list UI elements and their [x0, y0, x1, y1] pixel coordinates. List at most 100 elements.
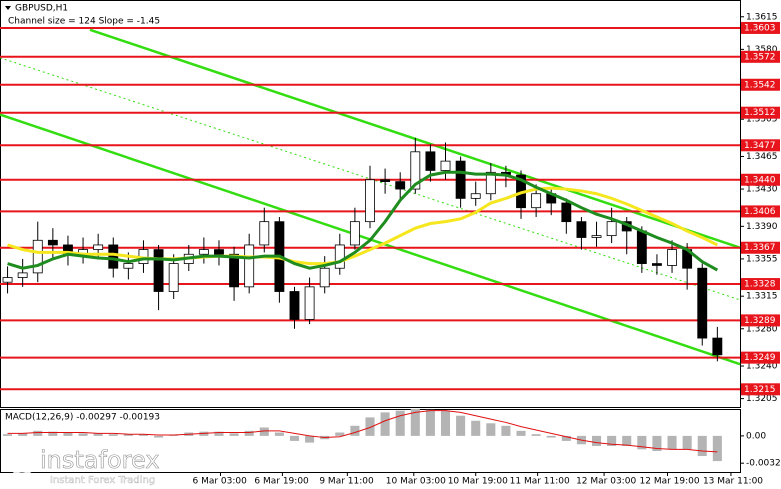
candle-body [395, 181, 406, 190]
candle-body [17, 272, 28, 278]
macd-bar [395, 410, 405, 436]
candle-body [365, 179, 375, 223]
y-tick-label: 1.3355 [746, 254, 778, 264]
y-tick-label: 1.3390 [746, 222, 778, 232]
macd-bar [622, 435, 632, 446]
y-tick-label: 1.3280 [746, 324, 778, 334]
y-tick-label: 0.00 [746, 431, 766, 441]
macd-bar [3, 434, 13, 436]
candle-body [259, 221, 270, 246]
level-label-box [741, 50, 780, 63]
candle-body [123, 263, 134, 269]
macd-bar [712, 435, 722, 462]
candle-body [108, 244, 119, 269]
macd-bar [274, 432, 284, 436]
moving-average [7, 170, 719, 272]
level-label-box [741, 173, 780, 186]
candle-body [198, 249, 209, 255]
candle-body [93, 244, 104, 251]
candle-body [2, 277, 13, 283]
macd-bar [456, 415, 466, 436]
x-tick-label: 11 Mar 11:00 [510, 477, 570, 487]
macd-bar [214, 431, 224, 436]
macd-bar [93, 433, 103, 436]
macd-bar [48, 431, 58, 436]
watermark-tagline: Instant Forex Trading [50, 475, 155, 486]
macd-bar [607, 435, 617, 446]
y-tick-label: 1.3205 [746, 394, 778, 404]
candle-body [440, 160, 451, 171]
level-label: 1.3477 [744, 141, 776, 151]
x-tick-label: 12 Mar 03:00 [576, 477, 636, 487]
level-label-box [741, 78, 780, 91]
candle-body [334, 244, 345, 269]
level-label: 1.3572 [744, 52, 776, 62]
level-label: 1.3328 [744, 280, 776, 290]
candle-body [697, 267, 708, 339]
candle-body [229, 253, 240, 288]
candle-body [32, 239, 43, 274]
candle-body [531, 193, 542, 209]
candle-body [712, 337, 723, 356]
candle-body [636, 230, 647, 264]
candle-body [591, 235, 602, 238]
candle-body [606, 221, 617, 237]
candle-body [455, 160, 466, 199]
candle-body [304, 286, 315, 320]
macd-bar [561, 435, 571, 441]
x-tick-label: 6 Mar 03:00 [192, 477, 247, 487]
watermark-logo [7, 446, 37, 476]
macd-bar [486, 423, 496, 436]
candle-body [168, 263, 179, 292]
level-label-box [741, 106, 780, 119]
macd-bar [652, 435, 662, 451]
macd-bar [410, 409, 420, 436]
macd-bar [229, 433, 239, 436]
macd-bar [350, 425, 360, 436]
y-tick-label: 1.3615 [746, 12, 778, 22]
candle-body [561, 202, 572, 223]
level-label: 1.3289 [744, 316, 776, 326]
candle-body [485, 171, 496, 195]
candle-body [319, 267, 330, 288]
macd-bar [425, 409, 435, 436]
y-tick-label: 1.3315 [746, 292, 778, 302]
macd-bar [682, 435, 692, 450]
macd-bar [516, 430, 526, 436]
candle-body [667, 249, 677, 266]
chart-subtitle: Channel size = 124 Slope = -1.45 [8, 17, 160, 27]
level-label-box [741, 205, 780, 218]
level-label-box [741, 139, 780, 152]
macd-bar [440, 410, 451, 436]
level-label-box [741, 351, 780, 364]
macd-bar [259, 427, 269, 436]
macd-signal [7, 410, 718, 453]
macd-bar [289, 435, 300, 441]
level-label: 1.3603 [744, 23, 776, 33]
macd-bar [78, 433, 88, 436]
chart-title: GBPUSD,H1 [15, 4, 68, 14]
x-tick-label: 10 Mar 03:00 [386, 477, 446, 487]
candle-body [470, 193, 481, 199]
moving-average [7, 186, 719, 266]
level-label: 1.3542 [744, 80, 776, 90]
candle-body [349, 221, 360, 246]
macd-bar [380, 412, 390, 436]
macd-bar [471, 420, 481, 436]
macd-bar [305, 435, 315, 443]
macd-bar [546, 435, 556, 438]
level-label-box [741, 278, 780, 291]
y-tick-label: -0.00325 [746, 459, 781, 469]
x-tick-label: 9 Mar 11:00 [319, 477, 374, 487]
macd-bar [637, 435, 647, 450]
macd-bar [592, 435, 602, 446]
macd-bar [63, 432, 73, 436]
macd-bar [531, 434, 541, 436]
x-tick-label: 12 Mar 19:00 [640, 477, 700, 487]
macd-bar [18, 433, 28, 436]
candle-body [410, 151, 421, 190]
macd-bar [365, 417, 375, 436]
macd-bar [138, 434, 148, 436]
y-tick-label: 1.3465 [746, 152, 778, 162]
macd-title: MACD(12,26,9) -0.00297 -0.00193 [5, 413, 160, 423]
